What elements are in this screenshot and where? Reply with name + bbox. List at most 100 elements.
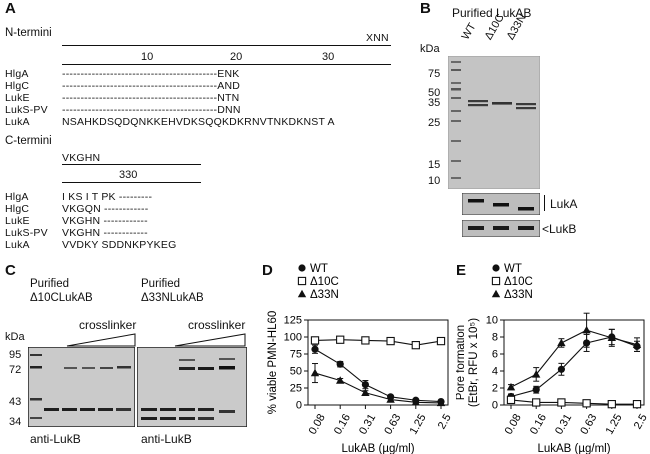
- gel-background: [448, 56, 540, 189]
- c-row-seq: VKGHN ------------: [62, 227, 148, 239]
- data-point: [557, 338, 566, 347]
- lukb-label: <LukB: [542, 222, 577, 236]
- x-tick-label: 0.63: [382, 412, 403, 437]
- legend-label: Δ33N: [504, 289, 533, 301]
- c-tick-330: 330: [119, 169, 138, 181]
- n-row-seq: ----------------------------------------…: [62, 68, 240, 80]
- marker-10: 10: [428, 175, 441, 187]
- legend-marker: [297, 289, 307, 298]
- x-tick-label: 2.5: [436, 412, 454, 431]
- lane-label-wt: WT: [459, 21, 479, 42]
- chart-e-axes: 0 2 4 6 8 10 0.08 0.16 0.31 0.63 1.25 2.5 LukAB (µg/…: [456, 315, 650, 454]
- c-marker-72: 72: [9, 364, 22, 376]
- legend-marker: [298, 264, 306, 272]
- legend-label: Δ33N: [310, 289, 339, 301]
- c-left-ladder: [30, 354, 42, 419]
- ladder-lane: [451, 61, 461, 179]
- luka-band-d33n: [518, 207, 534, 211]
- c-left-crosslinker-wedge: [66, 333, 136, 347]
- x-tick-label: 0.63: [578, 412, 599, 437]
- legend-label: WT: [504, 263, 522, 275]
- c-ruler-bottom: [62, 182, 201, 183]
- data-point: [532, 386, 540, 394]
- y-tick-label: 4: [492, 366, 498, 378]
- data-point: [386, 336, 395, 346]
- data-point: [361, 336, 370, 345]
- x-axis-label: LukAB (µg/ml): [537, 443, 610, 454]
- c-row-seq: I KS I T PK ---------: [62, 191, 153, 203]
- n-row-seq: NSAHKDSQDQNKKEHVDKSQQKDKRNVTNKDKNST A: [62, 116, 335, 128]
- n-row-name: HlgC: [5, 80, 30, 92]
- lane-d10c-bands: [492, 102, 512, 105]
- c-right-title-1: Purified: [141, 278, 180, 290]
- c-left-monomer-bands: [44, 408, 131, 411]
- y-axis-label-2: (EtBr, RFU x 10⁵): [468, 318, 480, 407]
- lukb-band-wt: [468, 226, 484, 230]
- marker-50: 50: [428, 87, 441, 99]
- c-left-title-1: Purified: [30, 278, 69, 290]
- c-left-blot: [28, 347, 135, 427]
- data-point: [607, 333, 616, 342]
- c-row-name: LukA: [5, 239, 30, 251]
- data-point: [532, 370, 541, 378]
- data-point: [310, 368, 320, 377]
- c-kda: kDa: [5, 331, 25, 343]
- c-termini-title: C-termini: [5, 135, 52, 147]
- c-right-oligomer-bands: [179, 358, 235, 370]
- chart-e: 0 2 4 6 8 10 0.08 0.16 0.31 0.63 1.25 2.5 LukAB (µg/…: [456, 263, 650, 454]
- y-tick-label: 6: [492, 349, 498, 361]
- series-line: [314, 348, 442, 403]
- n-row-seq: ----------------------------------------…: [62, 80, 241, 92]
- panel-b-label: B: [420, 0, 431, 17]
- panel-b-kda: kDa: [420, 43, 440, 55]
- y-tick-label: 0: [296, 400, 302, 412]
- c-row-name: HlgA: [5, 191, 29, 203]
- sds-page-gel: [448, 56, 540, 189]
- y-tick-label: 50: [290, 366, 302, 378]
- n-row-name: LukS-PV: [5, 104, 48, 116]
- series-line: [510, 329, 638, 388]
- data-point: [557, 398, 566, 407]
- lukb-blot: [462, 220, 540, 237]
- luka-label: LukA: [550, 197, 578, 211]
- c-row-seq: VVDKY SDDNKPYKEG: [62, 239, 177, 251]
- luka-bracket: [544, 195, 545, 211]
- n-consensus: XNN: [366, 32, 389, 44]
- marker-15: 15: [428, 159, 441, 171]
- c-row-name: LukE: [5, 215, 30, 227]
- legend-marker: [491, 276, 501, 286]
- data-point: [582, 399, 591, 408]
- n-tick-20: 20: [230, 51, 243, 63]
- luka-band-wt: [468, 199, 484, 203]
- data-point: [607, 400, 616, 409]
- data-point: [436, 398, 446, 407]
- c-marker-34: 34: [9, 416, 22, 428]
- c-left-antibody: anti-LukB: [30, 432, 81, 446]
- lukb-band-d33n: [518, 226, 534, 230]
- x-tick-label: 2.5: [632, 412, 650, 431]
- y-tick-label: 25: [290, 383, 302, 395]
- c-left-crosslinker: crosslinker: [79, 318, 137, 332]
- c-consensus: VKGHN: [62, 152, 101, 164]
- series-2: [506, 312, 642, 391]
- chart-d-series: [310, 335, 446, 407]
- panel-b-title: Purified LukAB: [452, 6, 532, 20]
- c-right-blot: [137, 347, 247, 427]
- data-point: [411, 341, 420, 350]
- marker-75: 75: [428, 68, 441, 80]
- x-tick-label: 0.16: [332, 412, 353, 437]
- data-point: [311, 345, 319, 353]
- n-row-name: HlgA: [5, 68, 29, 80]
- data-point: [361, 381, 369, 389]
- c-row-seq: VKGHN ------------: [62, 215, 148, 227]
- data-point: [361, 388, 370, 396]
- x-tick-label: 0.16: [528, 412, 549, 437]
- x-tick-label: 0.31: [357, 412, 378, 437]
- x-tick-label: 0.08: [503, 412, 524, 437]
- c-left-oligomer-bands: [64, 366, 131, 369]
- legend-label: Δ10C: [504, 276, 533, 288]
- panel-d-label: D: [262, 262, 273, 279]
- n-row-seq: ----------------------------------------…: [62, 104, 241, 116]
